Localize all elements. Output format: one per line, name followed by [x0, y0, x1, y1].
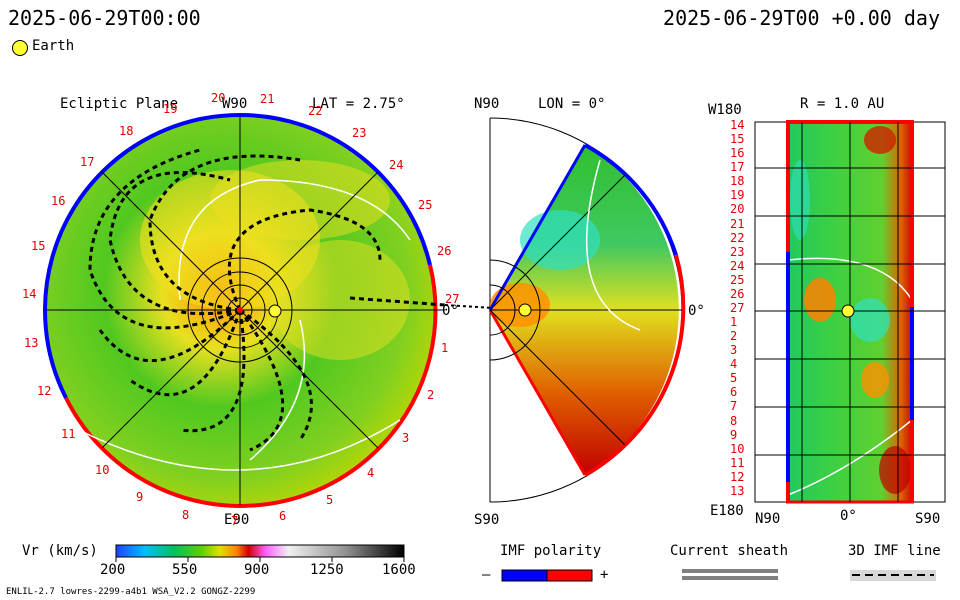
ecliptic-lat-label: LAT = 2.75°: [312, 96, 405, 112]
synoptic-y-label: 17: [730, 160, 745, 174]
ecliptic-rim-number: 18: [119, 124, 134, 138]
velocity-colorbar: [115, 544, 405, 558]
synoptic-y-label: 10: [730, 442, 745, 456]
timestamp-left: 2025-06-29T00:00: [8, 6, 201, 30]
ecliptic-rim-number: 14: [22, 287, 37, 301]
ecliptic-rim-number: 1: [441, 341, 449, 355]
imf-spiral-lines: [88, 148, 446, 452]
ecliptic-rim-number: 9: [136, 490, 144, 504]
current-sheath-title: Current sheath: [670, 543, 789, 559]
colorbar-tick-200: 200: [100, 562, 126, 578]
ecliptic-rim-number: 6: [279, 509, 287, 523]
ecliptic-rim-number: 25: [418, 198, 433, 212]
synoptic-title: R = 1.0 AU: [800, 96, 885, 112]
earth-position-synoptic: [841, 304, 855, 318]
ecliptic-rim-number: 20: [211, 91, 226, 105]
ecliptic-rim-number: 15: [31, 239, 46, 253]
earth-position-ecliptic: [268, 304, 282, 318]
ecliptic-right-label: 0°: [442, 303, 459, 319]
ecliptic-rim-number: 3: [402, 431, 410, 445]
meridional-lon-label: LON = 0°: [538, 96, 606, 112]
synoptic-y-label: 12: [730, 470, 745, 484]
ecliptic-top-label: W90: [222, 96, 248, 112]
synoptic-y-label: 20: [730, 202, 745, 216]
synoptic-y-label: 16: [730, 146, 745, 160]
synoptic-y-label: 6: [730, 385, 738, 399]
imf-polarity-negative-swatch: [501, 569, 548, 582]
synoptic-y-label: 25: [730, 273, 745, 287]
imf-polarity-plus: +: [600, 567, 609, 583]
synoptic-y-label: 7: [730, 399, 738, 413]
colorbar-tick-900: 900: [244, 562, 270, 578]
colorbar-tick-550: 550: [172, 562, 198, 578]
ecliptic-rim-number: 4: [367, 466, 375, 480]
ecliptic-title: Ecliptic Plane: [60, 96, 179, 112]
synoptic-y-label: 13: [730, 484, 745, 498]
synoptic-y-label: 19: [730, 188, 745, 202]
model-info-footer: ENLIL-2.7 lowres-2299-a4b1 WSA_V2.2 GONG…: [6, 587, 256, 597]
synoptic-y-label: 5: [730, 371, 738, 385]
ecliptic-bottom-label: E90: [224, 512, 250, 528]
imf-polarity-positive-swatch: [546, 569, 593, 582]
synoptic-y-label: 11: [730, 456, 745, 470]
synoptic-y-label: 3: [730, 343, 738, 357]
ecliptic-rim-number: 2: [427, 388, 435, 402]
imf-polarity-minus: –: [482, 567, 491, 583]
synoptic-y-label: 8: [730, 414, 738, 428]
ecliptic-rim-number: 17: [80, 155, 95, 169]
meridional-top-label: N90: [474, 96, 500, 112]
meridional-right-label: 0°: [688, 303, 705, 319]
synoptic-y-label: 27: [730, 301, 745, 315]
ecliptic-rim-number: 5: [326, 493, 334, 507]
imf-polarity-title: IMF polarity: [500, 543, 602, 559]
colorbar-tick-1600: 1600: [382, 562, 416, 578]
ecliptic-rim-number: 24: [389, 158, 404, 172]
ecliptic-rim-number: 16: [51, 194, 66, 208]
synoptic-x-label-s90: S90: [915, 511, 941, 527]
earth-position-meridional: [518, 303, 532, 317]
ecliptic-rim-number: 19: [163, 102, 178, 116]
synoptic-y-label: 2: [730, 329, 738, 343]
synoptic-x-label-n90: N90: [755, 511, 781, 527]
synoptic-y-label: 15: [730, 132, 745, 146]
current-sheath-swatch: [682, 569, 778, 573]
synoptic-y-label: 22: [730, 231, 745, 245]
ecliptic-rim-number: 13: [24, 336, 39, 350]
timestamp-right: 2025-06-29T00 +0.00 day: [663, 6, 940, 30]
ecliptic-rim-number: 8: [182, 508, 190, 522]
ecliptic-rim-number: 22: [308, 104, 323, 118]
synoptic-y-label: 24: [730, 259, 745, 273]
ecliptic-rim-number: 23: [352, 126, 367, 140]
ecliptic-rim-number: 26: [437, 244, 452, 258]
polarity-rim-negative: [43, 113, 241, 399]
polarity-rim-positive: [64, 264, 438, 508]
synoptic-y-label: 23: [730, 245, 745, 259]
synoptic-y-label: 14: [730, 118, 745, 132]
earth-marker-icon: [12, 40, 28, 56]
synoptic-top-left-label: W180: [708, 102, 742, 118]
meridional-bottom-label: S90: [474, 512, 500, 528]
colorbar-tick-1250: 1250: [310, 562, 344, 578]
ecliptic-rim-number: 7: [231, 514, 239, 528]
synoptic-y-label: 9: [730, 428, 738, 442]
ecliptic-rim-number: 21: [260, 92, 275, 106]
synoptic-y-label: 26: [730, 287, 745, 301]
ecliptic-rim-number: 11: [61, 427, 76, 441]
synoptic-y-label: 4: [730, 357, 738, 371]
earth-legend-label: Earth: [32, 38, 75, 54]
synoptic-x-label-0: 0°: [840, 508, 857, 524]
ecliptic-rim-number: 10: [95, 463, 110, 477]
synoptic-bottom-left-label: E180: [710, 503, 744, 519]
colorbar-title: Vr (km/s): [22, 543, 98, 559]
synoptic-y-label: 21: [730, 217, 745, 231]
ecliptic-rim-number: 12: [37, 384, 52, 398]
synoptic-y-label: 18: [730, 174, 745, 188]
synoptic-y-label: 1: [730, 315, 738, 329]
imf-line-title: 3D IMF line: [848, 543, 941, 559]
ecliptic-rim-number: 27: [445, 292, 460, 306]
